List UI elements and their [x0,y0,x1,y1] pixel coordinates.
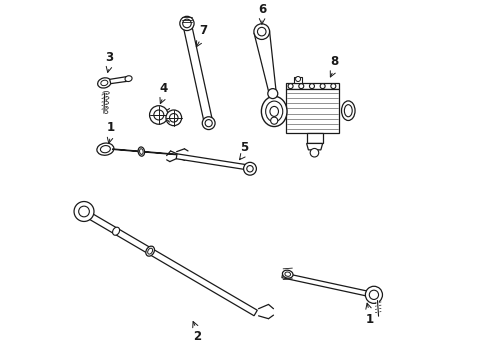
Ellipse shape [270,107,278,116]
Ellipse shape [261,96,287,127]
Circle shape [268,89,278,99]
Ellipse shape [104,111,108,113]
Circle shape [331,84,336,89]
Ellipse shape [125,76,132,82]
Circle shape [288,84,293,89]
Circle shape [320,84,325,89]
Ellipse shape [282,270,293,278]
Polygon shape [286,89,340,133]
Circle shape [254,24,270,40]
Polygon shape [183,23,213,124]
Circle shape [170,113,178,122]
Ellipse shape [97,143,114,155]
Polygon shape [294,77,302,83]
Text: 7: 7 [199,24,207,37]
Circle shape [205,120,212,127]
Ellipse shape [103,91,109,94]
Ellipse shape [344,105,352,117]
Polygon shape [84,211,257,316]
Polygon shape [113,149,176,155]
Circle shape [74,202,94,221]
Ellipse shape [146,246,154,256]
Circle shape [247,166,253,172]
Text: 2: 2 [193,330,201,343]
Circle shape [310,148,318,157]
Ellipse shape [140,149,143,154]
Polygon shape [307,133,322,144]
Ellipse shape [104,107,108,109]
Circle shape [257,27,266,36]
Text: 1: 1 [107,121,115,134]
Circle shape [79,206,89,217]
Circle shape [295,77,300,81]
Text: 3: 3 [105,51,113,64]
Text: 1: 1 [366,312,374,326]
Ellipse shape [266,101,283,122]
Ellipse shape [98,78,111,88]
Polygon shape [110,77,128,84]
Polygon shape [176,154,245,170]
Circle shape [369,290,379,300]
Polygon shape [286,83,340,89]
Text: 8: 8 [331,55,339,68]
Ellipse shape [101,80,108,86]
Circle shape [154,110,164,120]
Circle shape [180,16,194,31]
Polygon shape [279,80,346,138]
Ellipse shape [138,147,145,156]
Ellipse shape [147,248,152,254]
Ellipse shape [103,96,109,99]
Ellipse shape [103,102,109,104]
Circle shape [183,19,191,28]
Ellipse shape [285,272,291,276]
Circle shape [244,162,256,175]
Circle shape [270,117,278,124]
Circle shape [310,84,315,89]
Circle shape [299,84,304,89]
Text: 6: 6 [258,3,266,15]
Circle shape [166,110,182,126]
Circle shape [366,286,383,303]
Ellipse shape [113,227,120,235]
Text: 4: 4 [160,82,168,95]
Ellipse shape [342,101,355,121]
Polygon shape [282,273,370,297]
Polygon shape [307,144,322,150]
Polygon shape [254,30,276,94]
Circle shape [202,117,215,130]
Ellipse shape [100,145,110,153]
Text: 5: 5 [240,141,248,154]
Circle shape [149,106,168,124]
